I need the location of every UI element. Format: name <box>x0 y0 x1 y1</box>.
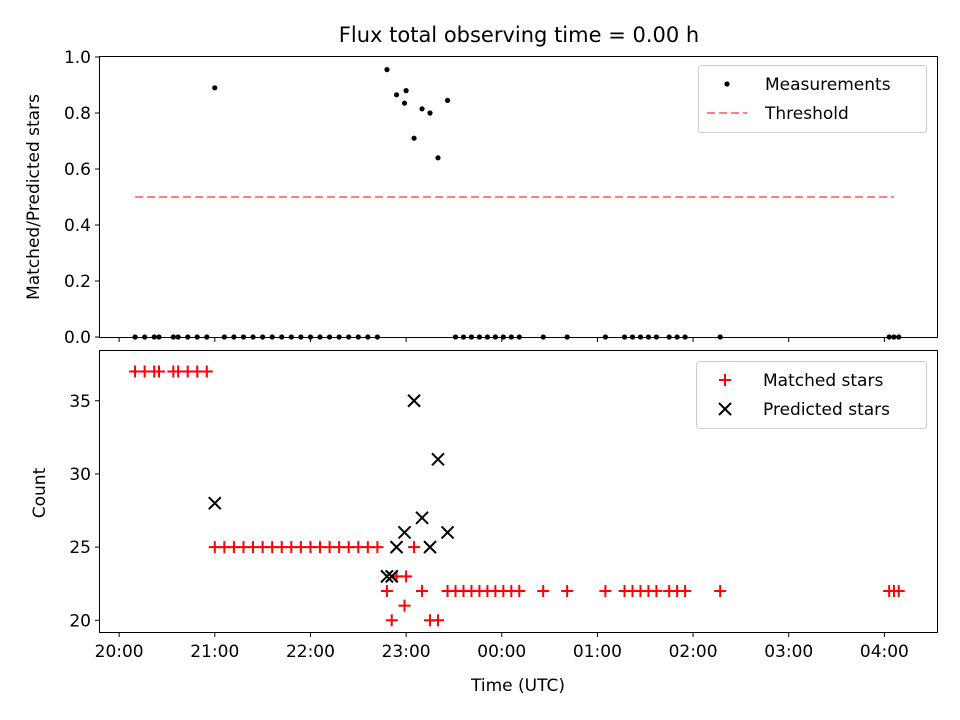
measurements-point <box>419 106 425 112</box>
predicted-stars-point <box>407 394 421 408</box>
x-tick-label: 02:00 <box>669 642 718 662</box>
x-tick-label: 22:00 <box>286 642 335 662</box>
legend-label-predicted-stars: Predicted stars <box>763 400 890 420</box>
matched-stars-point <box>650 585 663 598</box>
matched-stars-point <box>714 585 727 598</box>
legend-label-matched-stars: Matched stars <box>763 371 883 391</box>
measurements-point <box>411 135 417 141</box>
matched-stars-point <box>537 585 550 598</box>
bottom-y-tick-label: 20 <box>69 611 91 631</box>
x-tick-label: 03:00 <box>764 642 813 662</box>
matched-stars-point <box>380 585 393 598</box>
predicted-stars-point <box>208 496 222 510</box>
predicted-stars-point <box>423 540 437 554</box>
top-y-axis: 0.0 0.2 0.4 0.6 0.8 1.0 <box>64 48 100 348</box>
top-x-axis-ticks <box>118 337 885 342</box>
bottom-legend: Matched stars Predicted stars <box>696 361 927 429</box>
bottom-y-tick-label: 25 <box>69 538 91 558</box>
predicted-stars-point <box>385 569 399 584</box>
predicted-stars-point <box>389 540 404 554</box>
top-y-tick-label: 0.6 <box>64 160 91 180</box>
predicted-stars-point <box>380 569 394 584</box>
matched-stars-point <box>431 614 444 627</box>
bottom-y-tick-label: 30 <box>69 465 91 485</box>
matched-stars-point <box>385 614 398 627</box>
predicted-stars-point <box>431 452 445 467</box>
top-y-tick-label: 0.2 <box>64 272 91 292</box>
top-panel: 0.0 0.2 0.4 0.6 0.8 1.0 Matched/Predicted sta… <box>24 48 938 348</box>
bottom-y-axis-title: Count <box>30 467 50 518</box>
top-legend-box <box>698 65 927 133</box>
top-y-tick-label: 0.4 <box>64 216 91 236</box>
x-tick-label: 04:00 <box>860 642 909 662</box>
bottom-plot-marks <box>129 365 905 627</box>
top-y-tick-label: 0.8 <box>64 104 91 124</box>
matched-stars-point <box>152 365 165 378</box>
x-tick-label: 00:00 <box>477 642 526 662</box>
matched-stars-point <box>561 585 574 598</box>
legend-label-threshold: Threshold <box>764 104 849 124</box>
measurements-point <box>435 155 441 161</box>
matched-stars-point <box>200 365 213 378</box>
bottom-y-axis: 20 25 30 35 <box>69 392 100 631</box>
matched-stars-point <box>892 585 905 598</box>
legend-marker-predicted-stars <box>718 402 732 416</box>
matched-stars-point <box>398 599 411 612</box>
measurements-point <box>384 67 390 73</box>
matched-stars-point <box>408 541 421 554</box>
top-y-axis-title: Matched/Predicted stars <box>24 94 44 300</box>
legend-marker-matched-stars <box>719 374 731 386</box>
top-plot-frame <box>99 56 938 338</box>
matched-stars-point <box>400 570 413 583</box>
bottom-panel: 20 25 30 35 20:00 21:00 22:00 23:00 00:00 01:00 0… <box>30 350 938 696</box>
matched-stars-point <box>513 585 526 598</box>
predicted-stars-point <box>415 511 429 525</box>
measurements-point <box>427 110 433 116</box>
matched-stars-point <box>371 541 384 554</box>
top-y-tick-label: 1.0 <box>64 48 91 68</box>
matched-stars-point <box>679 585 692 598</box>
legend-label-measurements: Measurements <box>765 75 891 95</box>
predicted-stars-point <box>397 525 412 540</box>
x-tick-label: 01:00 <box>573 642 622 662</box>
legend-marker-measurements <box>724 81 730 87</box>
matched-stars-point <box>599 585 612 598</box>
x-axis-title: Time (UTC) <box>470 676 565 696</box>
x-tick-label: 20:00 <box>95 642 144 662</box>
predicted-stars-point <box>440 525 455 540</box>
measurements-point <box>401 100 408 106</box>
x-tick-label: 23:00 <box>382 642 431 662</box>
bottom-plot-frame <box>99 350 938 633</box>
chart-title: Flux total observing time = 0.00 h <box>339 23 699 47</box>
measurements-point <box>393 92 400 98</box>
measurements-point <box>444 97 451 103</box>
measurements-point <box>212 85 218 91</box>
measurements-point <box>403 88 409 94</box>
x-tick-label: 21:00 <box>190 642 239 662</box>
bottom-x-axis: 20:00 21:00 22:00 23:00 00:00 01:00 02:00 03:00… <box>95 632 909 662</box>
top-y-tick-label: 0.0 <box>64 328 91 348</box>
matched-stars-point <box>416 585 429 598</box>
bottom-y-tick-label: 35 <box>69 392 91 412</box>
bottom-legend-box <box>696 361 927 429</box>
top-legend: Measurements Threshold <box>698 65 927 133</box>
